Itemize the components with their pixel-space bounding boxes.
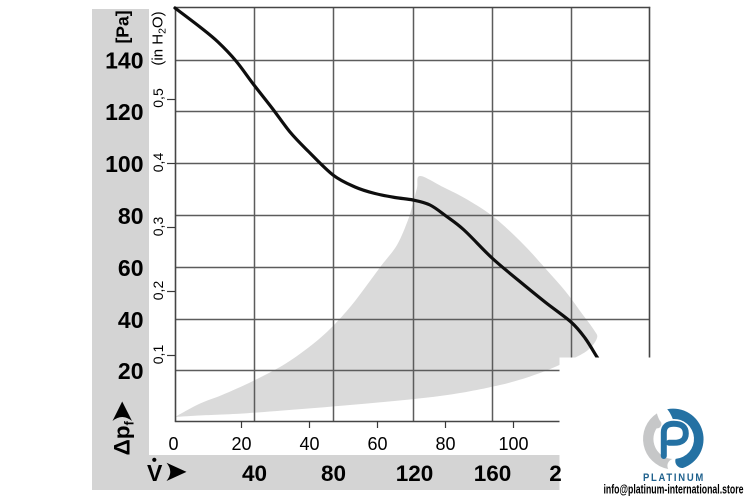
svg-text:100: 100 [105,151,143,177]
svg-text:120: 120 [396,461,434,486]
svg-text:Δpf: Δpf [110,421,137,456]
svg-text:0,5: 0,5 [150,88,166,108]
svg-text:160: 160 [474,461,512,486]
svg-text:20: 20 [118,358,144,384]
svg-text:0,2: 0,2 [150,281,166,301]
svg-text:(in H2O): (in H2O) [150,11,169,65]
svg-text:80: 80 [435,434,455,454]
svg-text:80: 80 [321,461,346,486]
svg-text:120: 120 [105,99,143,125]
svg-text:20: 20 [231,434,251,454]
svg-text:140: 140 [105,47,143,73]
svg-text:40: 40 [299,434,319,454]
svg-text:40: 40 [242,461,267,486]
svg-text:100: 100 [498,434,528,454]
svg-text:60: 60 [367,434,387,454]
svg-text:info@platinum-international.st: info@platinum-international.store [604,482,744,497]
svg-text:0: 0 [168,434,178,454]
svg-text:60: 60 [118,255,144,281]
svg-text:80: 80 [118,203,144,229]
svg-text:V: V [147,460,163,486]
svg-text:PLATINUM: PLATINUM [643,472,705,484]
svg-text:0,4: 0,4 [150,153,166,173]
svg-text:0,1: 0,1 [150,345,166,365]
svg-text:2: 2 [549,461,562,486]
svg-text:0,3: 0,3 [150,217,166,237]
svg-text:40: 40 [118,307,144,333]
svg-text:[Pa]: [Pa] [113,10,133,43]
